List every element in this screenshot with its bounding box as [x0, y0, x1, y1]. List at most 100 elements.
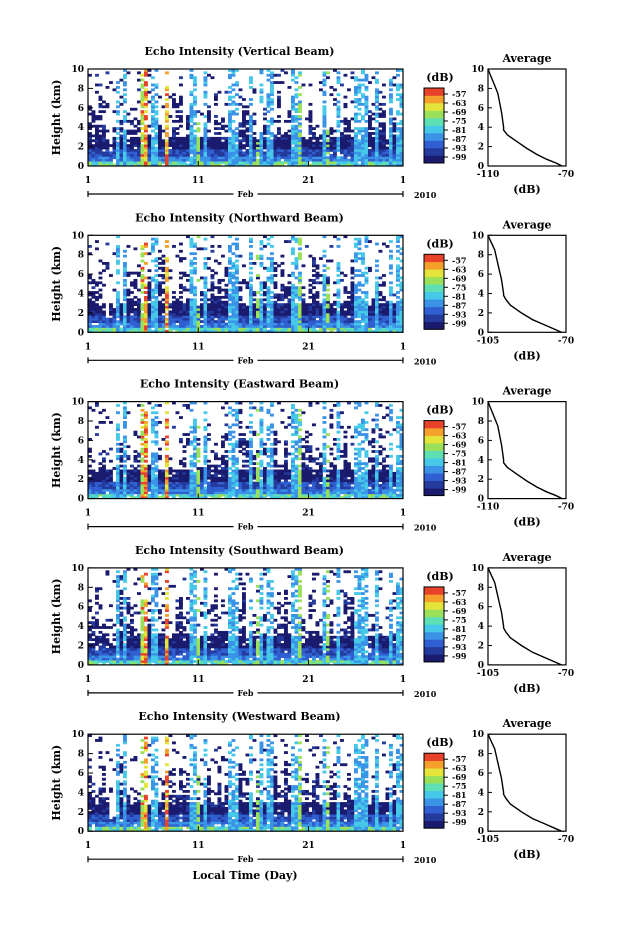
colorbar-tick-label: -81	[452, 125, 466, 135]
heatmap-cell	[165, 278, 169, 282]
heatmap-cell	[193, 486, 197, 490]
heatmap-cell	[147, 149, 152, 152]
heatmap-cell	[175, 300, 180, 304]
heatmap-cell	[165, 462, 169, 466]
heatmap-cell	[130, 283, 134, 287]
heatmap-cell	[116, 158, 120, 162]
heatmap-cell	[287, 115, 292, 118]
heatmap-cell	[182, 308, 187, 311]
heatmap-cell	[308, 322, 313, 326]
heatmap-cell	[105, 474, 110, 478]
heatmap-cell	[305, 329, 309, 333]
heatmap-cell	[343, 300, 348, 304]
heatmap-cell	[140, 471, 145, 475]
heatmap-cell	[112, 144, 117, 147]
heatmap-cell	[347, 312, 351, 316]
heatmap-cell	[221, 312, 225, 316]
heatmap-cell	[315, 310, 320, 314]
heatmap-cell	[88, 122, 92, 126]
heatmap-cell	[333, 141, 337, 145]
heatmap-cell	[112, 467, 117, 470]
heatmap-cell	[322, 308, 327, 311]
heatmap-cell	[144, 488, 148, 492]
heatmap-cell	[175, 471, 180, 475]
heatmap-cell	[333, 300, 337, 304]
heatmap-cell	[389, 100, 393, 104]
heatmap-cell	[385, 141, 390, 145]
heatmap-cell	[231, 291, 236, 294]
heatmap-cell	[140, 452, 145, 456]
heatmap-cell	[179, 283, 183, 287]
heatmap-cell	[116, 254, 120, 258]
heatmap-cell	[277, 327, 281, 331]
panel-title: Echo Intensity (Northward Beam)	[135, 211, 344, 224]
heatmap-cell	[151, 110, 155, 114]
heatmap-cell	[347, 136, 351, 140]
heatmap-cell	[350, 269, 355, 273]
heatmap-cell	[371, 325, 376, 328]
heatmap-cell	[231, 305, 236, 309]
heatmap-cell	[186, 491, 190, 495]
heatmap-cell	[196, 151, 201, 155]
heatmap-cell	[249, 278, 253, 282]
heatmap-cell	[91, 291, 96, 294]
heatmap-cell	[228, 156, 232, 160]
heatmap-cell	[287, 317, 292, 321]
heatmap-cell	[116, 153, 120, 157]
heatmap-cell	[312, 322, 316, 326]
heatmap-cell	[151, 107, 155, 111]
heatmap-cell	[186, 493, 190, 497]
heatmap-cell	[389, 281, 393, 285]
heatmap-cell	[231, 310, 236, 314]
heatmap-cell	[154, 430, 159, 434]
heatmap-cell	[340, 310, 344, 314]
heatmap-cell	[193, 144, 197, 147]
heatmap-cell	[238, 421, 243, 424]
heatmap-cell	[315, 271, 320, 275]
heatmap-cell	[168, 479, 173, 483]
heatmap-cell	[266, 98, 271, 101]
heatmap-cell	[119, 127, 124, 131]
heatmap-cell	[186, 320, 190, 323]
heatmap-cell	[193, 257, 197, 260]
y-tick-label: 6	[78, 270, 84, 280]
heatmap-cell	[270, 139, 274, 143]
heatmap-cell	[392, 136, 397, 140]
heatmap-cell	[357, 237, 362, 241]
heatmap-cell	[315, 153, 320, 157]
heatmap-cell	[228, 430, 232, 434]
heatmap-cell	[259, 488, 264, 492]
heatmap-cell	[98, 308, 103, 311]
heatmap-cell	[340, 271, 344, 275]
heatmap-cell	[259, 149, 264, 152]
heatmap-cell	[368, 163, 372, 167]
heatmap-cell	[147, 288, 152, 292]
heatmap-cell	[98, 320, 103, 323]
heatmap-cell	[340, 83, 344, 87]
heatmap-cell	[158, 454, 162, 458]
heatmap-cell	[91, 471, 96, 475]
heatmap-cell	[249, 257, 253, 260]
heatmap-cell	[319, 153, 323, 157]
heatmap-cell	[224, 271, 229, 275]
heatmap-cell	[193, 298, 197, 302]
heatmap-cell	[98, 486, 103, 490]
heatmap-cell	[249, 474, 253, 478]
heatmap-cell	[210, 329, 215, 333]
heatmap-cell	[200, 469, 204, 473]
heatmap-cell	[287, 310, 292, 314]
heatmap-cell	[109, 459, 113, 463]
heatmap-cell	[137, 435, 141, 439]
heatmap-cell	[256, 274, 260, 277]
heatmap-cell	[322, 110, 327, 114]
heatmap-cell	[98, 110, 103, 114]
heatmap-cell	[228, 73, 232, 77]
heatmap-cell	[357, 98, 362, 101]
heatmap-cell	[140, 158, 145, 162]
heatmap-cell	[231, 69, 236, 72]
heatmap-cell	[130, 310, 134, 314]
heatmap-cell	[235, 278, 239, 282]
heatmap-cell	[354, 85, 358, 89]
heatmap-cell	[322, 105, 327, 109]
heatmap-cell	[238, 481, 243, 485]
